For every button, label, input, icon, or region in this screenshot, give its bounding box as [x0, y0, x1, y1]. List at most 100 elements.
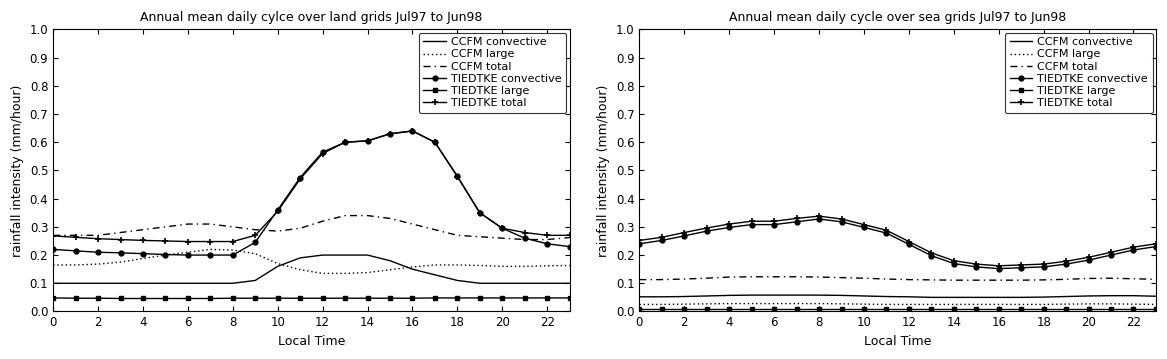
- CCFM convective: [677, 294, 691, 299]
- TIEDTKE large: [834, 307, 848, 311]
- TIEDTKE convective: [1148, 244, 1162, 249]
- CCFM convective: [812, 293, 826, 297]
- TIEDTKE convective: [91, 250, 105, 255]
- TIEDTKE total: [405, 129, 419, 133]
- TIEDTKE convective: [790, 220, 804, 224]
- TIEDTKE large: [1082, 307, 1096, 311]
- TIEDTKE large: [745, 307, 759, 311]
- TIEDTKE convective: [249, 240, 263, 244]
- TIEDTKE large: [113, 296, 127, 300]
- TIEDTKE total: [970, 262, 984, 266]
- TIEDTKE large: [540, 296, 554, 300]
- Line: CCFM large: CCFM large: [54, 250, 569, 274]
- CCFM convective: [562, 281, 576, 285]
- TIEDTKE convective: [338, 140, 352, 144]
- CCFM convective: [225, 281, 239, 285]
- CCFM convective: [428, 272, 442, 277]
- TIEDTKE total: [812, 214, 826, 218]
- CCFM total: [1060, 277, 1074, 281]
- CCFM convective: [1036, 295, 1050, 299]
- TIEDTKE convective: [361, 139, 375, 143]
- CCFM convective: [137, 281, 151, 285]
- TIEDTKE large: [946, 307, 960, 311]
- CCFM total: [518, 237, 532, 242]
- CCFM convective: [655, 295, 669, 299]
- CCFM convective: [1014, 295, 1028, 299]
- CCFM convective: [293, 256, 307, 260]
- TIEDTKE total: [745, 219, 759, 223]
- TIEDTKE large: [69, 296, 83, 300]
- TIEDTKE convective: [767, 223, 781, 227]
- TIEDTKE large: [1060, 307, 1074, 311]
- TIEDTKE total: [47, 234, 61, 238]
- TIEDTKE large: [1104, 307, 1118, 311]
- TIEDTKE total: [1104, 250, 1118, 255]
- TIEDTKE total: [495, 226, 509, 230]
- CCFM large: [946, 302, 960, 307]
- TIEDTKE large: [722, 307, 736, 311]
- TIEDTKE total: [633, 238, 647, 243]
- TIEDTKE total: [249, 233, 263, 238]
- Line: CCFM total: CCFM total: [54, 216, 569, 239]
- TIEDTKE large: [970, 307, 984, 311]
- TIEDTKE total: [540, 233, 554, 238]
- TIEDTKE large: [338, 296, 352, 300]
- CCFM large: [1060, 302, 1074, 306]
- Line: TIEDTKE total: TIEDTKE total: [636, 213, 1159, 269]
- TIEDTKE total: [1014, 263, 1028, 267]
- CCFM total: [812, 275, 826, 279]
- TIEDTKE large: [700, 307, 714, 311]
- TIEDTKE total: [450, 174, 464, 179]
- CCFM total: [69, 233, 83, 238]
- Line: TIEDTKE convective: TIEDTKE convective: [50, 129, 572, 257]
- CCFM total: [880, 277, 894, 281]
- CCFM large: [383, 267, 397, 272]
- CCFM large: [361, 270, 375, 275]
- TIEDTKE convective: [655, 238, 669, 243]
- CCFM large: [677, 302, 691, 306]
- TIEDTKE large: [203, 296, 217, 300]
- TIEDTKE large: [812, 307, 826, 311]
- TIEDTKE total: [338, 140, 352, 144]
- CCFM large: [315, 271, 329, 276]
- TIEDTKE large: [1126, 307, 1140, 311]
- TIEDTKE convective: [562, 244, 576, 249]
- TIEDTKE large: [992, 307, 1006, 311]
- TIEDTKE total: [159, 239, 173, 243]
- CCFM convective: [47, 281, 61, 285]
- CCFM large: [405, 265, 419, 269]
- TIEDTKE convective: [834, 220, 848, 224]
- Line: TIEDTKE total: TIEDTKE total: [50, 128, 573, 244]
- TIEDTKE total: [655, 235, 669, 239]
- CCFM convective: [383, 258, 397, 263]
- CCFM total: [181, 222, 195, 226]
- TIEDTKE large: [137, 296, 151, 300]
- CCFM convective: [880, 294, 894, 299]
- CCFM total: [383, 216, 397, 220]
- CCFM total: [1104, 276, 1118, 280]
- CCFM total: [540, 237, 554, 242]
- TIEDTKE large: [518, 296, 532, 300]
- CCFM large: [159, 253, 173, 257]
- CCFM large: [203, 247, 217, 252]
- TIEDTKE convective: [745, 223, 759, 227]
- CCFM convective: [91, 281, 105, 285]
- CCFM total: [293, 226, 307, 230]
- CCFM convective: [159, 281, 173, 285]
- TIEDTKE convective: [1036, 265, 1050, 269]
- TIEDTKE total: [518, 230, 532, 235]
- TIEDTKE total: [834, 217, 848, 221]
- TIEDTKE large: [562, 296, 576, 300]
- CCFM convective: [1126, 294, 1140, 298]
- CCFM large: [1104, 302, 1118, 306]
- CCFM total: [1126, 276, 1140, 281]
- CCFM total: [562, 236, 576, 240]
- TIEDTKE large: [902, 307, 916, 311]
- CCFM convective: [1148, 294, 1162, 298]
- TIEDTKE total: [946, 258, 960, 263]
- CCFM large: [450, 263, 464, 267]
- Legend: CCFM convective, CCFM large, CCFM total, TIEDTKE convective, TIEDTKE large, TIED: CCFM convective, CCFM large, CCFM total,…: [419, 33, 566, 113]
- CCFM convective: [946, 295, 960, 299]
- TIEDTKE convective: [518, 236, 532, 240]
- TIEDTKE convective: [992, 266, 1006, 271]
